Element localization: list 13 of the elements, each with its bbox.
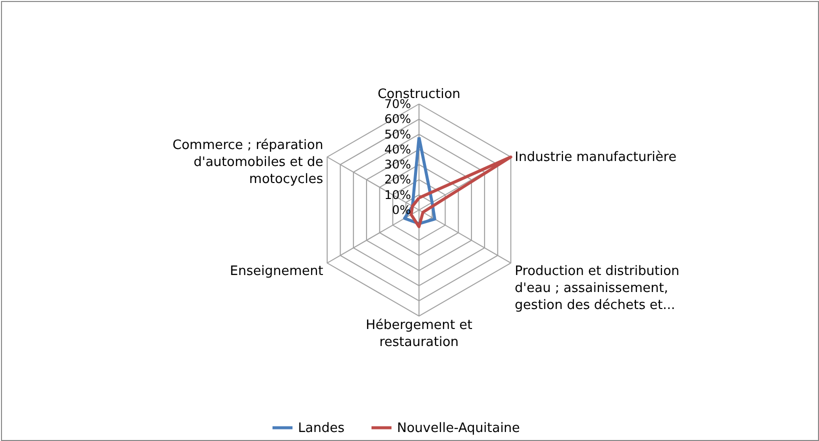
legend-label: Nouvelle-Aquitaine	[397, 420, 520, 436]
spoke-label: Industrie manufacturière	[514, 150, 676, 165]
y-tick-label: 50%	[384, 127, 411, 142]
spoke-label: Commerce ; réparation d'automobiles et de motocycles	[172, 138, 324, 187]
y-tick-label: 20%	[384, 172, 411, 187]
spoke-label: Hébergement et restauration	[366, 318, 472, 350]
y-tick-label: 60%	[384, 112, 411, 126]
y-tick-label: 10%	[384, 188, 411, 202]
y-tick-label: 30%	[384, 158, 411, 172]
y-tick-label: 40%	[384, 142, 411, 156]
legend-label: Landes	[298, 420, 345, 436]
spoke-label: Enseignement	[230, 264, 324, 279]
spoke-label: Production et distribution d'eau ; assainissement, gestion des déchets et...	[514, 264, 680, 313]
